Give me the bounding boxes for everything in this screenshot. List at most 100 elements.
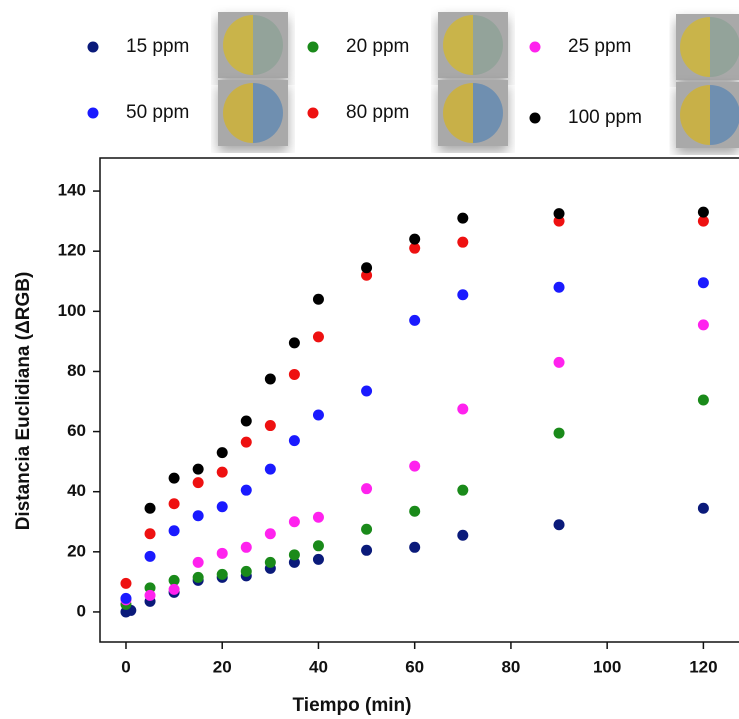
data-point [216, 568, 228, 580]
data-point [240, 436, 252, 448]
x-tick-label: 100 [593, 657, 621, 676]
data-point [409, 314, 421, 326]
data-point [168, 498, 180, 510]
data-point [553, 356, 565, 368]
data-point [216, 501, 228, 513]
data-point [312, 511, 324, 523]
data-point [409, 541, 421, 553]
legend-label: 100 ppm [568, 107, 642, 128]
y-tick-label: 40 [67, 481, 86, 500]
data-point [697, 394, 709, 406]
data-point [168, 574, 180, 586]
data-point [144, 589, 156, 601]
x-axis-label: Tiempo (min) [293, 695, 412, 716]
axis-frame [99, 157, 739, 643]
data-point [264, 528, 276, 540]
data-point [409, 460, 421, 472]
data-point [312, 331, 324, 343]
y-tick-label: 80 [67, 361, 86, 380]
y-tick-label: 140 [58, 181, 86, 200]
data-point [457, 529, 469, 541]
data-point [168, 525, 180, 537]
data-point [457, 289, 469, 301]
legend-marker [87, 107, 99, 119]
data-point [312, 553, 324, 565]
data-point [216, 466, 228, 478]
data-point [553, 215, 565, 227]
data-point [312, 409, 324, 421]
data-point [120, 577, 132, 589]
data-point [192, 510, 204, 522]
data-point [144, 582, 156, 594]
data-point [312, 540, 324, 552]
data-point [457, 212, 469, 224]
data-point [144, 528, 156, 540]
data-point [192, 556, 204, 568]
data-point [553, 427, 565, 439]
data-point [288, 368, 300, 380]
y-tick-label: 0 [77, 601, 86, 620]
data-point [409, 242, 421, 254]
data-point [288, 549, 300, 561]
y-tick-label: 60 [67, 421, 86, 440]
data-point [553, 519, 565, 531]
x-tick-label: 60 [405, 657, 424, 676]
data-point [120, 592, 132, 604]
data-point [361, 262, 373, 274]
x-tick-label: 0 [121, 657, 130, 676]
y-tick-label: 120 [58, 241, 86, 260]
data-point [240, 415, 252, 427]
data-point [361, 269, 373, 281]
x-tick-label: 40 [309, 657, 328, 676]
data-point [216, 447, 228, 459]
legend-label: 15 ppm [126, 36, 189, 57]
y-axis-label: Distancia Euclidiana (ΔRGB) [13, 272, 34, 531]
data-point [361, 544, 373, 556]
legend-marker [87, 41, 99, 53]
data-point [288, 337, 300, 349]
data-point [553, 281, 565, 293]
legend-marker [307, 107, 319, 119]
y-tick-label: 100 [58, 301, 86, 320]
data-point [240, 484, 252, 496]
data-point [144, 550, 156, 562]
data-point [697, 277, 709, 289]
data-point [457, 236, 469, 248]
sample-photos [218, 12, 739, 148]
data-point [312, 293, 324, 305]
data-point [264, 373, 276, 385]
data-point [144, 502, 156, 514]
data-point [168, 583, 180, 595]
x-tick-label: 20 [213, 657, 232, 676]
y-tick-label: 20 [67, 541, 86, 560]
legend-label: 80 ppm [346, 102, 409, 123]
data-point [553, 208, 565, 220]
data-point [457, 403, 469, 415]
legend-label: 50 ppm [126, 102, 189, 123]
data-point [288, 435, 300, 447]
legend-marker [529, 112, 541, 124]
data-point [697, 206, 709, 218]
data-point [264, 420, 276, 432]
x-tick-label: 120 [689, 657, 717, 676]
data-point [288, 516, 300, 528]
data-point [264, 556, 276, 568]
x-tick-label: 80 [501, 657, 520, 676]
data-point [192, 571, 204, 583]
data-point [240, 565, 252, 577]
data-point [409, 233, 421, 245]
data-point [361, 385, 373, 397]
data-point [240, 541, 252, 553]
data-point [192, 463, 204, 475]
data-point [192, 477, 204, 489]
data-point [697, 502, 709, 514]
data-point [697, 319, 709, 331]
legend-marker [307, 41, 319, 53]
data-point [264, 463, 276, 475]
legend-label: 25 ppm [568, 36, 631, 57]
data-point [697, 215, 709, 227]
legend-label: 20 ppm [346, 36, 409, 57]
legend-marker [529, 41, 541, 53]
data-point [288, 556, 300, 568]
